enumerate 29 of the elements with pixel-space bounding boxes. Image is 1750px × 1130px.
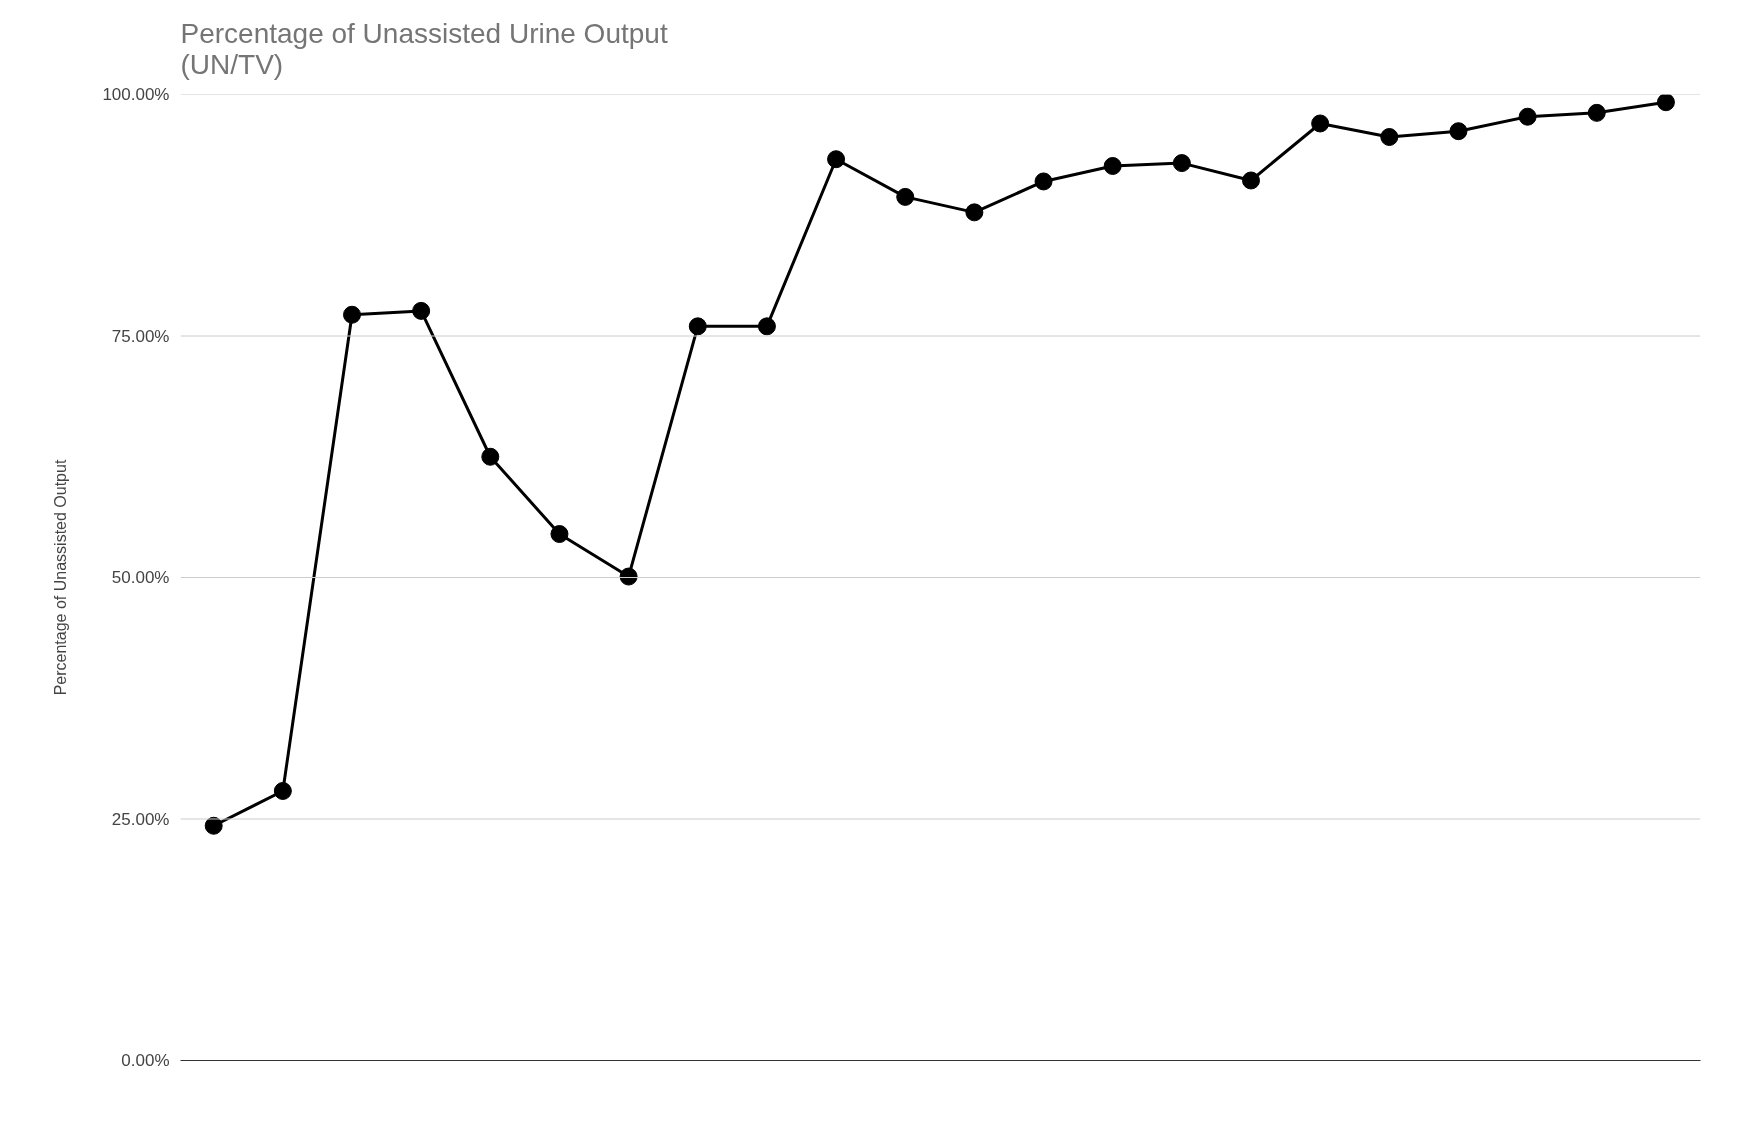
point bbox=[1587, 103, 1606, 122]
point bbox=[1034, 172, 1053, 191]
y-tick-label: 75.00% bbox=[111, 326, 170, 346]
point bbox=[412, 301, 431, 320]
point bbox=[1242, 171, 1260, 190]
point bbox=[965, 203, 984, 222]
point bbox=[896, 187, 915, 206]
point bbox=[1380, 128, 1399, 146]
point bbox=[550, 525, 569, 544]
point bbox=[1449, 122, 1468, 141]
point bbox=[757, 317, 776, 336]
y-tick-label: 50.00% bbox=[111, 568, 170, 587]
point bbox=[619, 567, 638, 586]
y-axis-title: Percentage of Unassisted Output bbox=[52, 459, 70, 696]
point bbox=[1518, 107, 1537, 126]
point bbox=[481, 447, 500, 466]
point bbox=[204, 816, 223, 835]
chart-title: Percentage of Unassisted Urine Output (UN/TV) bbox=[180, 17, 668, 80]
point bbox=[688, 317, 707, 336]
point bbox=[827, 150, 846, 169]
point bbox=[343, 305, 361, 324]
point bbox=[1311, 114, 1330, 133]
y-tick-label: 100.00% bbox=[102, 85, 170, 104]
y-tick-label: 0.00% bbox=[121, 1051, 170, 1070]
point bbox=[1172, 154, 1191, 173]
point bbox=[273, 782, 292, 800]
point bbox=[1103, 157, 1122, 175]
point bbox=[1656, 94, 1675, 112]
y-tick-label: 25.00% bbox=[111, 809, 170, 829]
